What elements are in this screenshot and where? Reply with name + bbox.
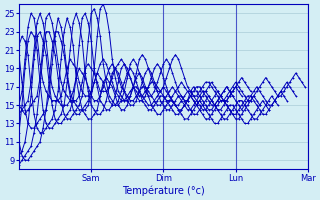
X-axis label: Température (°c): Température (°c) (122, 185, 205, 196)
